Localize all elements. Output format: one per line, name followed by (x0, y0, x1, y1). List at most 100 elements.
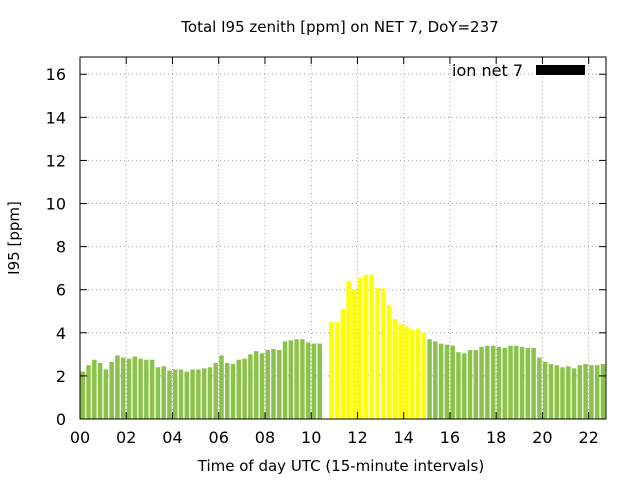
y-tick-label: 14 (46, 108, 66, 127)
bar (600, 364, 606, 419)
x-tick-label: 18 (486, 428, 506, 447)
bar (317, 343, 322, 419)
bar (566, 366, 571, 419)
y-axis-ticks: 0 2 4 6 8 10 12 14 16 (46, 65, 606, 429)
bar (357, 277, 363, 419)
bar (149, 359, 155, 419)
bar (271, 348, 276, 419)
bar (508, 345, 513, 419)
x-tick-label: 06 (209, 428, 229, 447)
x-tick-label: 12 (347, 428, 367, 447)
bar (427, 339, 432, 419)
bar (514, 345, 519, 419)
bar (548, 364, 554, 419)
bar (178, 369, 184, 419)
bar (167, 370, 172, 419)
bar (398, 324, 403, 419)
bar (184, 371, 190, 419)
bar (537, 357, 542, 419)
bar (172, 369, 178, 419)
bar (207, 367, 213, 419)
plot-frame (79, 56, 607, 420)
bar (265, 350, 270, 419)
bar (421, 332, 427, 419)
bar (120, 357, 126, 419)
bar (294, 339, 299, 419)
bar (253, 351, 259, 419)
bar (132, 356, 138, 419)
y-tick-label: 12 (46, 151, 66, 170)
bar (230, 364, 236, 419)
bar (485, 345, 490, 419)
y-tick-label: 0 (56, 410, 66, 429)
bar (490, 345, 496, 419)
bar (467, 350, 473, 419)
bar (311, 343, 317, 419)
grid (80, 57, 606, 419)
bar (329, 322, 334, 419)
bar (404, 326, 409, 419)
bar (525, 347, 531, 419)
bar (456, 352, 461, 419)
bar (103, 369, 109, 419)
bar (86, 365, 91, 419)
bar (340, 309, 346, 419)
bar (138, 358, 143, 419)
bar (386, 304, 392, 419)
bar (144, 359, 149, 419)
bar (277, 350, 282, 419)
bar (334, 322, 340, 419)
bar (126, 358, 132, 419)
x-tick-label: 08 (255, 428, 275, 447)
x-tick-label: 02 (116, 428, 136, 447)
bar (577, 365, 583, 419)
bar (444, 344, 450, 419)
bar (80, 371, 86, 419)
bar (346, 281, 351, 419)
bar (589, 365, 594, 419)
bar (352, 289, 357, 419)
x-tick-label: 20 (532, 428, 552, 447)
bar (225, 362, 230, 419)
bar (242, 358, 247, 419)
bar (201, 368, 207, 419)
legend: ion net 7 (452, 61, 585, 80)
x-tick-label: 14 (394, 428, 414, 447)
bar (450, 345, 455, 419)
y-axis-label: I95 [ppm] (5, 201, 23, 275)
bar (560, 367, 565, 419)
x-tick-label: 04 (162, 428, 182, 447)
bar (381, 288, 386, 419)
legend-swatch (536, 65, 585, 75)
bar (97, 362, 103, 419)
bar (496, 346, 502, 419)
x-axis-label: Time of day UTC (15-minute intervals) (197, 457, 484, 475)
y-tick-label: 16 (46, 65, 66, 84)
bar (594, 365, 600, 419)
bar (109, 361, 114, 419)
bar (219, 355, 224, 419)
x-tick-label: 16 (440, 428, 460, 447)
y-tick-label: 8 (56, 238, 66, 257)
bar (115, 355, 120, 419)
bar (155, 367, 161, 419)
bar (433, 341, 438, 419)
bar (369, 274, 375, 419)
bar (409, 329, 415, 419)
bar (259, 353, 265, 419)
bar (213, 362, 218, 419)
bar (190, 369, 195, 419)
x-axis-ticks: 00 02 04 06 08 10 12 14 16 18 20 22 (70, 57, 599, 447)
bar (502, 347, 507, 419)
bar (542, 361, 548, 419)
bar (392, 318, 398, 419)
bar (473, 350, 479, 419)
bar (571, 368, 577, 419)
y-tick-label: 2 (56, 367, 66, 386)
x-tick-label: 10 (301, 428, 321, 447)
chart-title: Total I95 zenith [ppm] on NET 7, DoY=237 (180, 18, 498, 36)
bar (554, 365, 559, 419)
bar (236, 359, 242, 419)
x-tick-label: 22 (578, 428, 598, 447)
